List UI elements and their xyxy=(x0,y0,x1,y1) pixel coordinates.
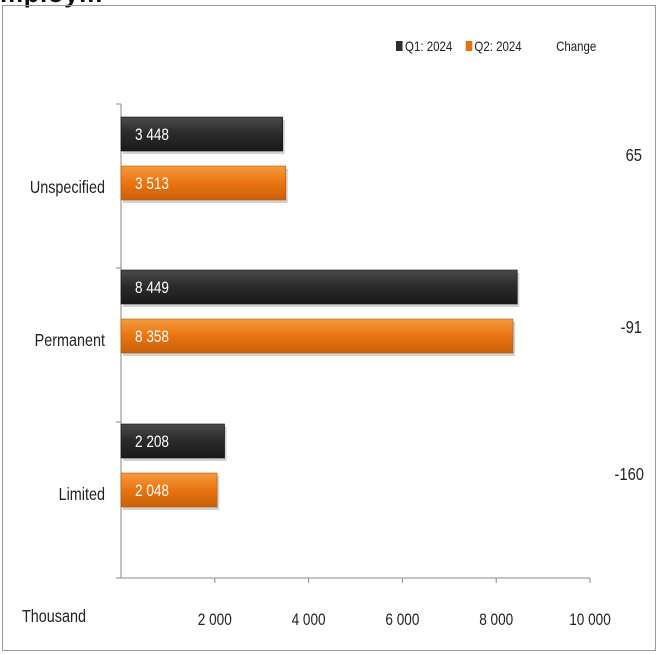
legend-swatch-q2 xyxy=(465,41,472,51)
legend-label-q2: Q2: 2024 xyxy=(474,38,522,54)
change-value: -160 xyxy=(614,465,644,485)
data-label-q2: 2 048 xyxy=(135,482,169,501)
bar-q1 xyxy=(120,423,225,459)
data-label-q1: 2 208 xyxy=(135,433,169,452)
data-label-q2: 8 358 xyxy=(135,328,169,347)
data-label-q2: 3 513 xyxy=(135,175,169,194)
bar-q2 xyxy=(120,472,218,508)
change-value: 65 xyxy=(626,146,642,166)
bar-q2 xyxy=(120,318,514,354)
bar-q2 xyxy=(120,165,287,201)
legend: Q1: 2024 Q2: 2024 Change xyxy=(396,38,596,54)
legend-swatch-q1 xyxy=(396,41,403,51)
change-column-header: Change xyxy=(556,38,597,54)
x-tick-label: 6 000 xyxy=(385,611,419,630)
category-label: Limited xyxy=(59,485,105,505)
data-label-q1: 3 448 xyxy=(135,126,169,145)
data-label-q1: 8 449 xyxy=(135,279,169,298)
category-label: Permanent xyxy=(35,331,106,351)
bar-q1 xyxy=(120,269,518,305)
x-tick-label: 2 000 xyxy=(198,611,232,630)
x-axis-title: Thousand xyxy=(22,607,86,627)
legend-item-q1: Q1: 2024 xyxy=(396,38,452,54)
change-value: -91 xyxy=(621,318,642,338)
frame-border xyxy=(2,5,656,651)
chart-title: mploym xyxy=(0,0,103,9)
x-tick-label: 10 000 xyxy=(569,611,611,630)
bar-q1 xyxy=(120,116,284,152)
legend-item-q2: Q2: 2024 xyxy=(465,38,522,54)
category-label: Unspecified xyxy=(30,178,105,198)
x-tick-label: 8 000 xyxy=(479,611,513,630)
legend-label-q1: Q1: 2024 xyxy=(405,38,453,54)
x-tick-label: 4 000 xyxy=(292,611,326,630)
